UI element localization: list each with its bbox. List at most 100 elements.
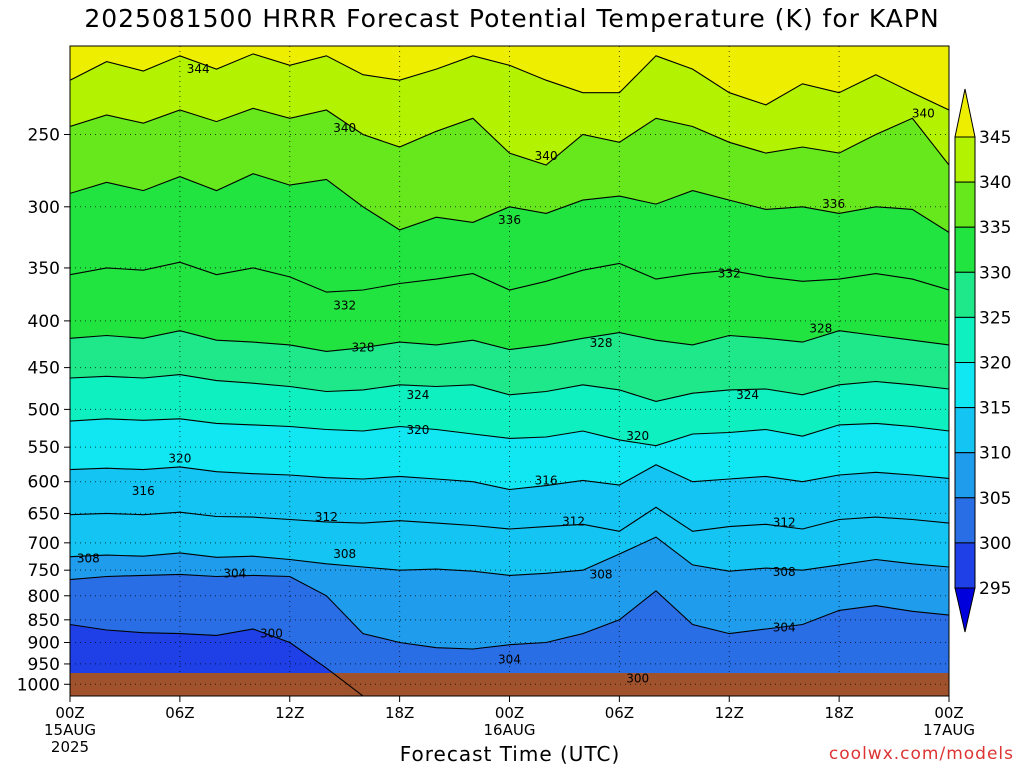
isentrope-300	[70, 623, 949, 696]
contour-label: 300	[626, 671, 649, 685]
colorbar-box	[954, 407, 976, 454]
isentrope-332	[70, 261, 949, 293]
x-tick-label: 00Z	[495, 704, 524, 722]
isentrope-336	[70, 173, 949, 233]
y-tick-label: 850	[28, 611, 60, 631]
contour-label: 308	[77, 551, 100, 565]
y-tick-label: 750	[28, 561, 60, 581]
isentrope-344	[70, 53, 949, 111]
contour-label: 328	[352, 341, 375, 355]
theta-band	[70, 108, 949, 233]
isentrope-324	[70, 374, 949, 402]
colorbar-label: 345	[979, 128, 1011, 148]
x-tick-label: 18Z	[385, 704, 414, 722]
colorbar-cap-bottom	[954, 587, 976, 633]
x-date-label: 16AUG	[484, 721, 536, 739]
y-tick-label: 250	[28, 125, 60, 145]
isentrope-304	[70, 573, 949, 650]
contour-label: 312	[315, 510, 338, 524]
ground-surface	[70, 673, 949, 696]
colorbar-box	[954, 136, 976, 183]
contour-label: 308	[333, 547, 356, 561]
contour-label: 340	[912, 106, 935, 120]
contour-label: 324	[736, 388, 759, 402]
y-tick-label: 650	[28, 504, 60, 524]
isentrope-316	[70, 464, 949, 491]
colorbar-label: 330	[979, 263, 1011, 283]
contour-label: 308	[773, 565, 796, 579]
chart-title: 2025081500 HRRR Forecast Potential Tempe…	[84, 4, 940, 33]
y-tick-label: 350	[28, 259, 60, 279]
contour-label: 344	[187, 62, 210, 76]
contour-labels: 344 340 340 340 336 336 332 332 328 328 328 324 324 3…	[77, 62, 935, 685]
x-tick-label: 06Z	[165, 704, 194, 722]
colorbar-box	[954, 542, 976, 589]
contour-label: 312	[773, 515, 796, 529]
x-tick-label: 12Z	[275, 704, 304, 722]
y-tick-label: 600	[28, 473, 60, 493]
contour-label: 320	[626, 429, 649, 443]
isentrope-328	[70, 330, 949, 352]
contour-label: 312	[562, 514, 585, 528]
y-tick-label: 950	[28, 655, 60, 675]
y-tick-label: 500	[28, 400, 60, 420]
colorbar-label: 320	[979, 354, 1011, 374]
colorbar-box	[954, 452, 976, 499]
colorbar-box	[954, 316, 976, 363]
site-credit: coolwx.com/models	[828, 744, 1014, 764]
contour-label: 316	[132, 484, 155, 498]
contour-label: 304	[498, 653, 521, 667]
isentrope-308	[70, 536, 949, 576]
x-date-label: 15AUG	[44, 721, 96, 739]
contour-label: 324	[406, 388, 429, 402]
contour-label: 340	[535, 149, 558, 163]
isentrope-320	[70, 418, 949, 447]
contour-label: 316	[535, 473, 558, 487]
y-tick-label: 1000	[17, 675, 60, 695]
x-year-label: 2025	[51, 738, 89, 756]
contour-label: 332	[333, 299, 356, 313]
isentrope-340	[70, 107, 949, 166]
colorbar-label: 315	[979, 399, 1011, 419]
y-tick-label: 900	[28, 633, 60, 653]
colorbar-cap-top	[954, 88, 976, 138]
colorbar-box	[954, 497, 976, 544]
contour-label: 304	[223, 566, 246, 580]
y-tick-label: 700	[28, 534, 60, 554]
contour-label: 328	[590, 336, 613, 350]
contour-label: 328	[809, 322, 832, 336]
colorbar-label: 295	[979, 579, 1011, 599]
colorbar-label: 325	[979, 308, 1011, 328]
colorbar-box	[954, 362, 976, 409]
y-tick-label: 800	[28, 587, 60, 607]
contour-label: 332	[718, 267, 741, 281]
colorbar-label: 300	[979, 534, 1011, 554]
contour-label: 320	[406, 423, 429, 437]
theta-band	[70, 173, 949, 293]
y-tick-label: 400	[28, 312, 60, 332]
x-tick-label: 18Z	[824, 704, 853, 722]
contour-label: 300	[260, 627, 283, 641]
isentrope-contours	[70, 53, 949, 696]
colorbar-box	[954, 226, 976, 273]
isentrope-312	[70, 506, 949, 532]
contour-label: 304	[773, 621, 796, 635]
x-tick-label: 06Z	[605, 704, 634, 722]
colorbar-label: 310	[979, 444, 1011, 464]
colorbar-label: 335	[979, 218, 1011, 238]
x-date-label: 17AUG	[923, 721, 975, 739]
contour-label: 340	[333, 121, 356, 135]
x-axis-label: Forecast Time (UTC)	[399, 742, 621, 766]
contour-label: 320	[168, 452, 191, 466]
contour-label: 336	[822, 197, 845, 211]
y-tick-label: 450	[28, 359, 60, 379]
y-axis: 2503003504004505005506006507007508008509…	[17, 125, 70, 695]
y-tick-label: 300	[28, 198, 60, 218]
ground-bar	[70, 673, 949, 696]
colorbar-label: 305	[979, 489, 1011, 509]
contour-label: 308	[590, 567, 613, 581]
x-tick-label: 00Z	[55, 704, 84, 722]
theta-band	[70, 374, 949, 446]
